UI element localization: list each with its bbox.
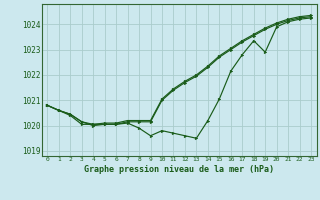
- X-axis label: Graphe pression niveau de la mer (hPa): Graphe pression niveau de la mer (hPa): [84, 165, 274, 174]
